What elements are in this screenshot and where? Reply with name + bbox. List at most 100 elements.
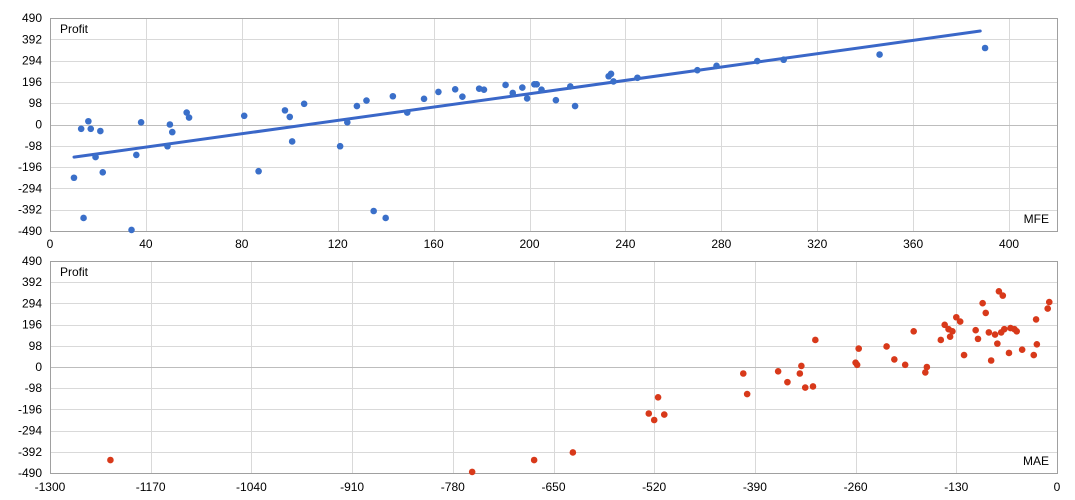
data-point — [92, 153, 99, 161]
data-point — [533, 80, 541, 88]
data-point — [87, 125, 95, 133]
x-tick-label: -650 — [541, 480, 565, 494]
data-point — [910, 328, 917, 335]
x-tick-label: -1300 — [35, 480, 66, 494]
data-point — [979, 299, 986, 307]
data-point — [523, 95, 531, 102]
data-point — [645, 410, 653, 417]
x-tick-label: 320 — [807, 237, 827, 251]
data-point — [981, 44, 989, 52]
data-point — [420, 95, 428, 103]
data-point — [164, 142, 171, 150]
data-point — [502, 81, 509, 89]
data-point — [995, 287, 1003, 295]
data-point — [519, 84, 526, 91]
x-tick-label: 400 — [999, 237, 1019, 251]
data-point — [876, 51, 883, 58]
data-point — [300, 100, 308, 108]
data-point — [991, 331, 999, 338]
data-point — [344, 119, 351, 126]
x-tick-label: -520 — [642, 480, 666, 494]
data-point — [480, 86, 488, 94]
data-point — [183, 109, 190, 116]
data-point — [901, 361, 909, 369]
data-point — [801, 384, 809, 391]
data-point — [569, 449, 577, 456]
data-point — [1033, 340, 1041, 348]
plot-frame — [50, 261, 1058, 474]
data-point — [972, 326, 979, 334]
x-axis-label: MAE — [1023, 454, 1049, 468]
data-point — [937, 336, 945, 344]
x-tick-label: 120 — [328, 237, 348, 251]
data-point — [77, 125, 85, 133]
data-point — [451, 85, 459, 93]
data-point — [743, 390, 751, 398]
y-tick-label: -196 — [18, 160, 42, 174]
y-tick-label: 294 — [22, 296, 42, 310]
y-tick-label: -294 — [18, 181, 42, 195]
data-point — [353, 102, 361, 110]
y-tick-label: 196 — [22, 75, 42, 89]
x-tick-label: -130 — [944, 480, 968, 494]
y-tick-label: -392 — [18, 445, 42, 459]
y-tick-label: 490 — [22, 11, 42, 25]
data-point — [1005, 349, 1013, 357]
data-point — [974, 335, 982, 343]
data-point — [941, 321, 948, 329]
data-point — [185, 114, 193, 121]
data-point — [80, 214, 87, 222]
data-point — [566, 83, 574, 90]
mfe-profit-chart: -490 -392 -294 -196 -98 0 98 196 294 392 490 0 40 80 1… — [18, 11, 1058, 251]
data-point — [780, 56, 787, 64]
x-tick-label: -780 — [441, 480, 465, 494]
data-point — [922, 369, 929, 376]
data-point — [809, 383, 817, 390]
y-tick-label: 392 — [22, 32, 42, 46]
x-tick-label: 240 — [615, 237, 635, 251]
y-tick-label: -490 — [18, 224, 42, 238]
data-point — [994, 340, 1001, 347]
data-point — [1030, 351, 1038, 359]
y-tick-label: -294 — [18, 424, 42, 438]
plot-frame — [50, 18, 1058, 232]
data-point — [949, 328, 956, 335]
x-tick-label: 0 — [1054, 480, 1061, 494]
x-tick-label: -390 — [743, 480, 767, 494]
data-point — [168, 128, 176, 136]
x-tick-label: -1170 — [136, 480, 166, 494]
data-point — [1018, 346, 1026, 353]
data-point — [107, 456, 114, 464]
data-point — [166, 121, 174, 128]
data-point — [610, 78, 617, 85]
data-point — [953, 313, 960, 321]
data-point — [255, 167, 262, 175]
data-point — [99, 169, 107, 176]
data-point — [694, 66, 701, 74]
y-tick-label: 392 — [22, 275, 42, 289]
y-axis-label: Profit — [60, 22, 89, 36]
data-point — [999, 292, 1007, 299]
data-point — [1045, 298, 1053, 306]
y-tick-label: 0 — [35, 360, 42, 374]
data-point — [370, 207, 377, 215]
y-tick-label: 196 — [22, 318, 42, 332]
data-point — [389, 92, 397, 100]
data-point — [85, 117, 92, 125]
data-point — [985, 329, 993, 336]
data-point — [923, 363, 931, 371]
data-point — [1001, 325, 1008, 333]
data-point — [336, 142, 344, 150]
y-tick-label: 490 — [22, 254, 42, 268]
data-point — [509, 89, 517, 97]
data-point — [363, 97, 370, 104]
x-tick-label: -260 — [844, 480, 868, 494]
data-point — [713, 62, 720, 70]
y-tick-label: 98 — [29, 339, 43, 353]
data-point — [946, 333, 954, 341]
data-point — [286, 113, 294, 121]
data-point — [774, 368, 782, 375]
data-point — [97, 127, 104, 135]
